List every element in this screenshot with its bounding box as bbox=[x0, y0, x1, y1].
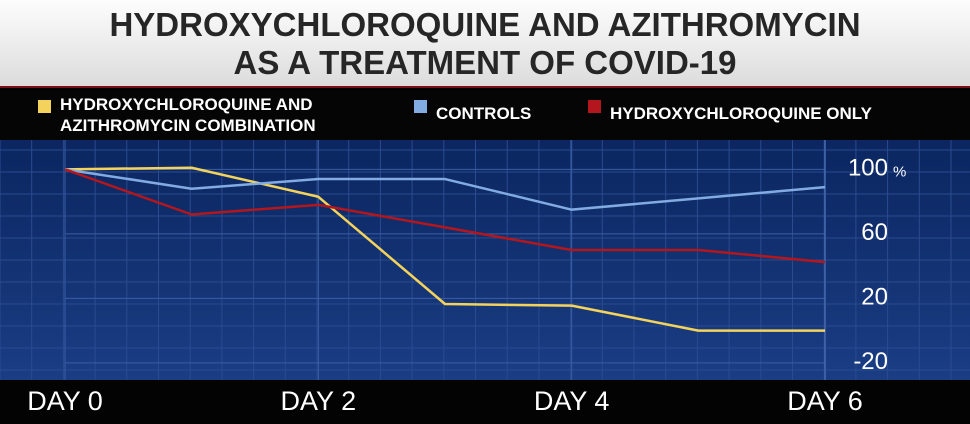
legend-label: CONTROLS bbox=[436, 104, 532, 123]
title-bar: HYDROXYCHLOROQUINE AND AZITHROMYCIN AS A… bbox=[0, 0, 970, 88]
y-tick-label: -20 bbox=[853, 348, 888, 375]
y-tick-label: 20 bbox=[861, 284, 888, 311]
legend-swatch bbox=[38, 100, 51, 113]
series-line bbox=[64, 166, 825, 332]
series-line bbox=[64, 168, 826, 264]
legend-label: HYDROXYCHLOROQUINE AND AZITHROMYCIN COMB… bbox=[60, 95, 316, 135]
chart-title-line: HYDROXYCHLOROQUINE AND AZITHROMYCIN bbox=[109, 6, 861, 43]
x-tick-label: DAY 0 bbox=[27, 386, 103, 416]
x-tick-label: DAY 6 bbox=[787, 386, 863, 416]
legend-label: HYDROXYCHLOROQUINE ONLY bbox=[610, 104, 872, 123]
legend: HYDROXYCHLOROQUINE AND AZITHROMYCIN COMB… bbox=[0, 90, 970, 140]
x-tick-label: DAY 2 bbox=[281, 386, 357, 416]
x-tick-label: DAY 4 bbox=[534, 386, 610, 416]
x-axis-bar bbox=[0, 380, 970, 424]
y-unit: % bbox=[893, 163, 906, 180]
chart-title-line: AS A TREATMENT OF COVID-19 bbox=[233, 44, 737, 81]
y-tick-label: 60 bbox=[861, 219, 888, 246]
legend-swatch bbox=[588, 100, 601, 113]
legend-swatch bbox=[414, 100, 427, 113]
y-tick-label: 100 bbox=[848, 155, 888, 182]
series-line bbox=[64, 168, 826, 211]
